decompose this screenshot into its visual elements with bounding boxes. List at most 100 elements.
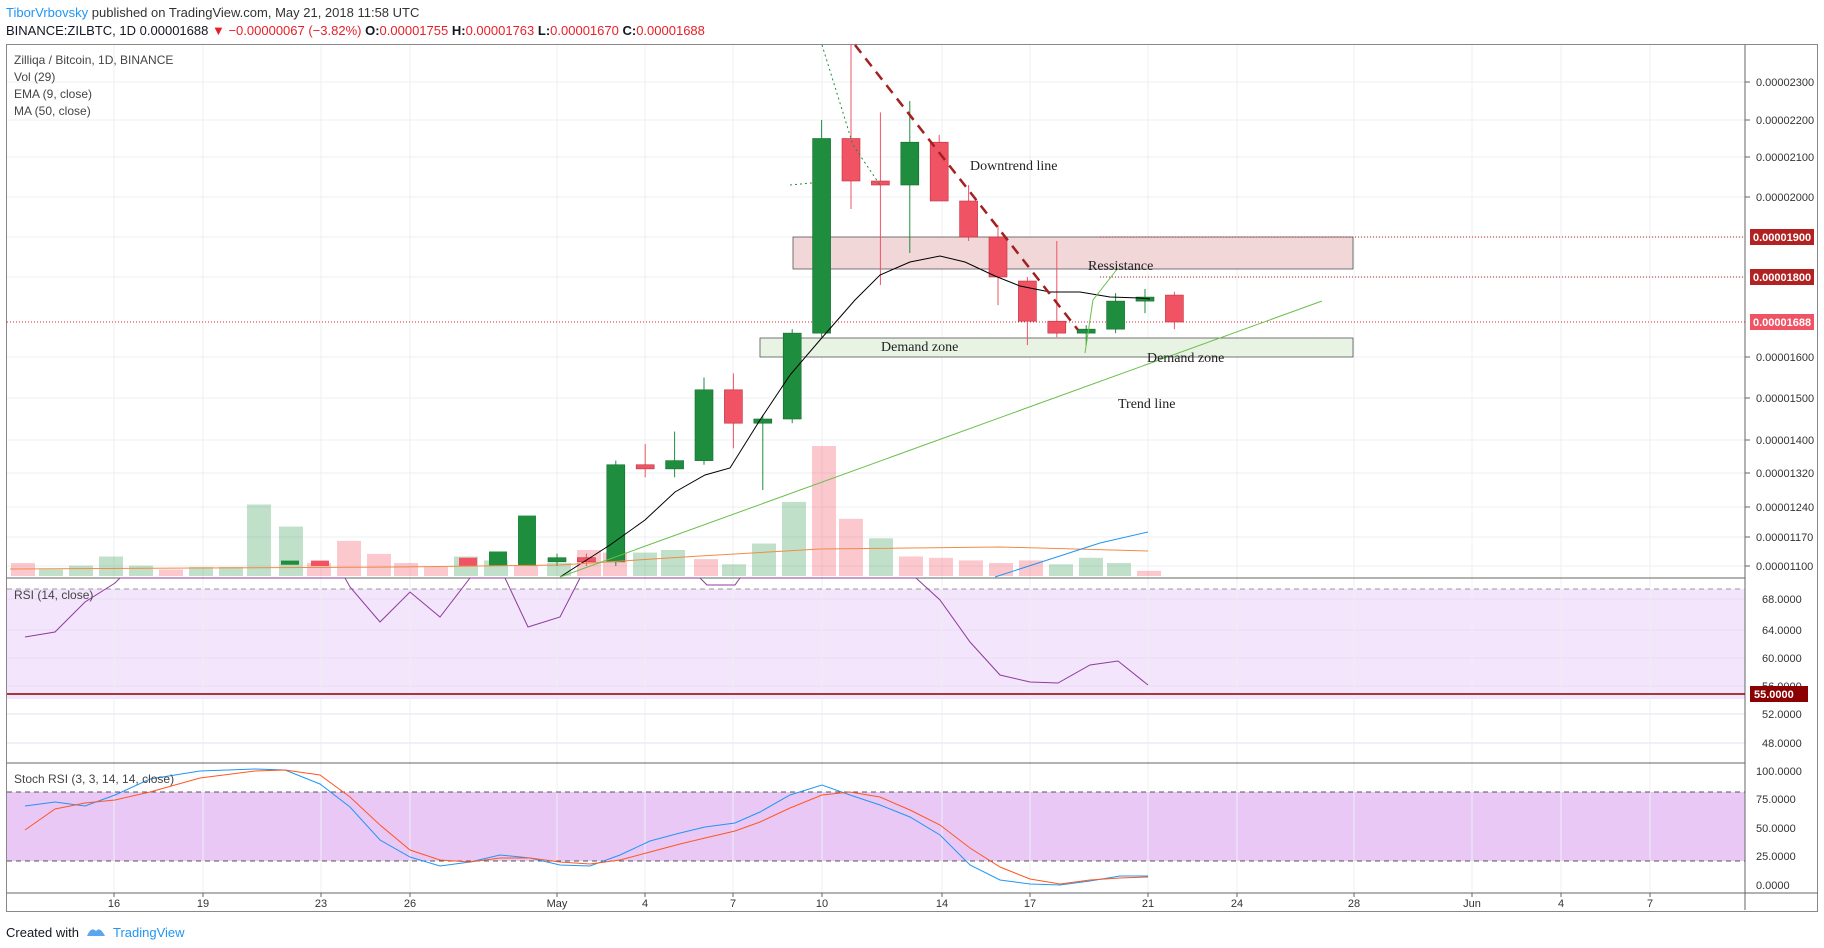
price-tick-label: 0.00001320	[1756, 468, 1814, 480]
stoch-tick-label: 0.0000	[1756, 880, 1790, 892]
time-tick-label: 17	[1024, 898, 1036, 910]
volume-bar	[752, 543, 776, 576]
volume-bar	[547, 563, 571, 576]
volume-bar	[189, 566, 213, 576]
candle-body	[871, 180, 890, 186]
time-tick-label: May	[547, 898, 568, 910]
volume-bar	[869, 538, 893, 576]
candle-body	[959, 200, 978, 238]
ma-vol-line	[994, 531, 1149, 578]
rsi-label: RSI (14, close)	[14, 588, 93, 602]
rsi-line	[24, 577, 1149, 686]
ohlc-bar: BINANCE:ZILBTC, 1D 0.00001688 ▼ −0.00000…	[6, 22, 705, 39]
candle-body	[694, 389, 714, 461]
annotation-downtrend[interactable]: Downtrend line	[970, 159, 1057, 174]
price-tick-label: 0.00001500	[1756, 393, 1814, 405]
candle-body	[665, 460, 684, 470]
time-tick-label: 21	[1142, 898, 1154, 910]
candle-body	[1047, 320, 1067, 334]
close-label: C:	[622, 23, 637, 38]
badge-1800-text: 0.00001800	[1753, 272, 1811, 284]
volume-bar	[367, 553, 391, 576]
tradingview-link[interactable]: TradingView	[112, 925, 185, 940]
candle-body	[812, 138, 831, 334]
candle-body	[1135, 296, 1155, 302]
volume-bar	[839, 518, 863, 576]
close-value: 0.00001688	[636, 23, 705, 38]
time-tick-label: Jun	[1463, 898, 1481, 910]
time-tick-label: 4	[1558, 898, 1564, 910]
price-tick-label: 0.00001100	[1756, 561, 1813, 573]
legend-vol: Vol (29)	[14, 70, 55, 84]
candle-body	[547, 557, 567, 563]
rsi-tick-label: 64.0000	[1762, 625, 1802, 637]
annotation-demand-1[interactable]: Demand zone	[881, 340, 958, 355]
stoch-d-line	[24, 769, 1149, 885]
volume-bar	[307, 563, 331, 576]
demand-zone-box[interactable]	[759, 337, 1354, 358]
rsi-tick-label: 68.0000	[1762, 594, 1802, 606]
volume-bar	[1107, 563, 1131, 576]
badge-rsi-55: 55.0000	[1750, 686, 1808, 702]
low-value: 0.00001670	[550, 23, 619, 38]
stoch-band	[7, 792, 1745, 861]
annotation-trendline[interactable]: Trend line	[1118, 397, 1175, 412]
time-tick-label: 10	[816, 898, 828, 910]
annotation-demand-2[interactable]: Demand zone	[1147, 351, 1224, 366]
author-link[interactable]: TiborVrbovsky	[6, 5, 89, 20]
volume-bar	[782, 501, 806, 576]
volume-bar	[989, 563, 1013, 576]
pre-wave-line	[789, 181, 823, 186]
trend-line[interactable]	[559, 300, 1323, 578]
annotation-resistance[interactable]: Ressistance	[1088, 259, 1153, 274]
candle-body	[724, 389, 743, 424]
high-label: H:	[451, 23, 466, 38]
volume-bar	[219, 566, 243, 576]
time-tick-label: 16	[108, 898, 120, 910]
candle-body	[841, 138, 861, 182]
footer: Created with TradingView	[6, 924, 185, 941]
ma-line	[9, 546, 1149, 570]
stoch-tick-label: 25.0000	[1756, 851, 1796, 863]
low-label: L:	[537, 23, 551, 38]
tradingview-logo-icon	[85, 924, 107, 941]
volume-bar	[1079, 557, 1103, 576]
candle-body	[1106, 300, 1125, 330]
last-price: 0.00001688	[139, 23, 209, 38]
resistance-zone[interactable]	[792, 236, 1354, 270]
legend-ma: MA (50, close)	[14, 104, 91, 118]
volume-bar	[279, 526, 303, 576]
grid	[7, 45, 1745, 893]
downtrend-line[interactable]	[854, 44, 1079, 331]
volume-bar	[11, 563, 35, 576]
price-tick-label: 0.00002200	[1756, 115, 1814, 127]
badge-rsi-55-text: 55.0000	[1754, 689, 1794, 701]
badge-1800: 0.00001800	[1750, 269, 1814, 285]
badge-last-text: 0.00001688	[1753, 317, 1811, 329]
high-value: 0.00001763	[465, 23, 535, 38]
badge-1900-text: 0.00001900	[1753, 232, 1811, 244]
publish-header: TiborVrbovsky published on TradingView.c…	[6, 4, 419, 21]
legend-title: Zilliqa / Bitcoin, 1D, BINANCE	[14, 53, 173, 67]
price-tick-label: 0.00002300	[1756, 77, 1814, 89]
candle-body	[1076, 328, 1096, 334]
volume-bar	[39, 569, 63, 576]
volume-bar	[812, 446, 836, 576]
volume-bar	[959, 560, 983, 576]
volume-bar	[1137, 570, 1161, 576]
candle-body	[311, 560, 329, 566]
candle-body	[1018, 280, 1037, 322]
volume-bar	[661, 550, 685, 576]
price-tick-label: 0.00001240	[1756, 502, 1814, 514]
time-tick-label: 23	[315, 898, 327, 910]
volume-bar	[69, 565, 93, 576]
candles	[281, 44, 1184, 566]
stoch-k-line	[24, 768, 1148, 886]
ema-line	[559, 255, 1151, 578]
price-tick-label: 0.00001170	[1756, 532, 1813, 544]
open-label: O:	[365, 23, 380, 38]
volume-bar	[1019, 560, 1043, 576]
price-tick-label: 0.00002000	[1756, 192, 1814, 204]
chart-frame[interactable]	[6, 44, 1818, 912]
